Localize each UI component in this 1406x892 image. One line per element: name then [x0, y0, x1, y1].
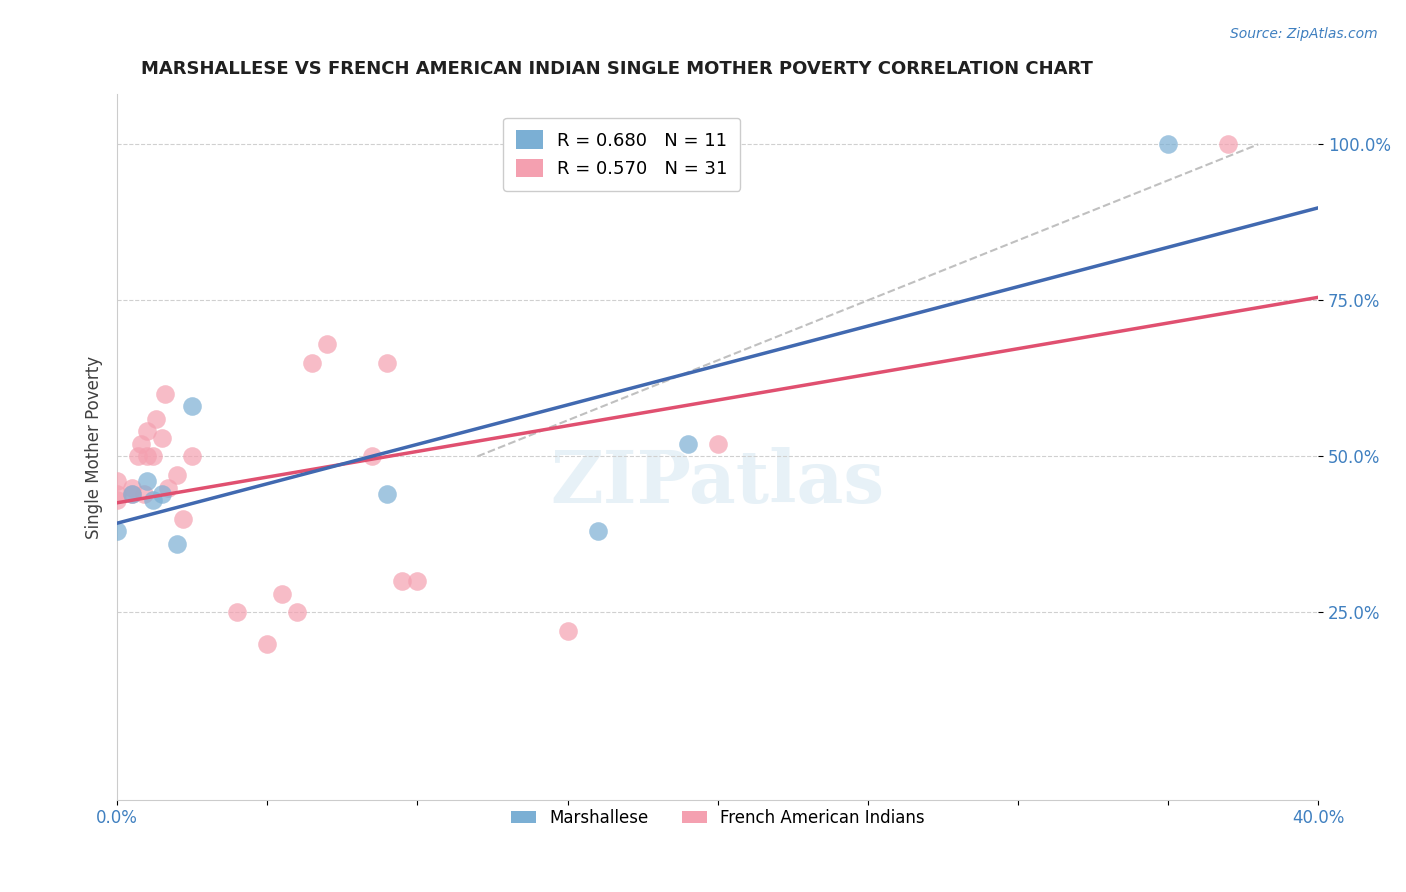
Point: [406, 574, 429, 588]
Point: [142, 493, 165, 508]
Text: Source: ZipAtlas.com: Source: ZipAtlas.com: [1230, 27, 1378, 41]
Point: [150, 487, 173, 501]
Point: [145, 412, 167, 426]
Point: [1218, 137, 1240, 152]
Point: [136, 475, 159, 489]
Point: [181, 400, 204, 414]
Point: [256, 636, 278, 650]
Point: [129, 437, 152, 451]
Point: [557, 624, 579, 638]
Point: [377, 487, 399, 501]
Point: [226, 605, 249, 619]
Point: [157, 481, 180, 495]
Point: [121, 481, 143, 495]
Point: [155, 387, 177, 401]
Point: [142, 450, 165, 464]
Y-axis label: Single Mother Poverty: Single Mother Poverty: [86, 355, 103, 539]
Point: [105, 493, 128, 508]
Point: [377, 356, 399, 370]
Legend: Marshallese, French American Indians: Marshallese, French American Indians: [505, 802, 931, 833]
Point: [105, 524, 128, 539]
Point: [586, 524, 609, 539]
Point: [391, 574, 413, 588]
Point: [150, 431, 173, 445]
Point: [166, 537, 188, 551]
Point: [127, 450, 149, 464]
Text: MARSHALLESE VS FRENCH AMERICAN INDIAN SINGLE MOTHER POVERTY CORRELATION CHART: MARSHALLESE VS FRENCH AMERICAN INDIAN SI…: [141, 60, 1092, 78]
Point: [121, 487, 143, 501]
Point: [316, 337, 339, 351]
Point: [136, 425, 159, 439]
Point: [1157, 137, 1180, 152]
Point: [271, 586, 294, 600]
Point: [172, 512, 194, 526]
Point: [134, 487, 156, 501]
Point: [285, 605, 308, 619]
Point: [166, 468, 188, 483]
Point: [706, 437, 728, 451]
Point: [136, 450, 159, 464]
Point: [105, 475, 128, 489]
Text: ZIPatlas: ZIPatlas: [551, 447, 884, 517]
Point: [361, 450, 384, 464]
Point: [181, 450, 204, 464]
Point: [676, 437, 699, 451]
Point: [301, 356, 323, 370]
Point: [105, 487, 128, 501]
Point: [121, 487, 143, 501]
